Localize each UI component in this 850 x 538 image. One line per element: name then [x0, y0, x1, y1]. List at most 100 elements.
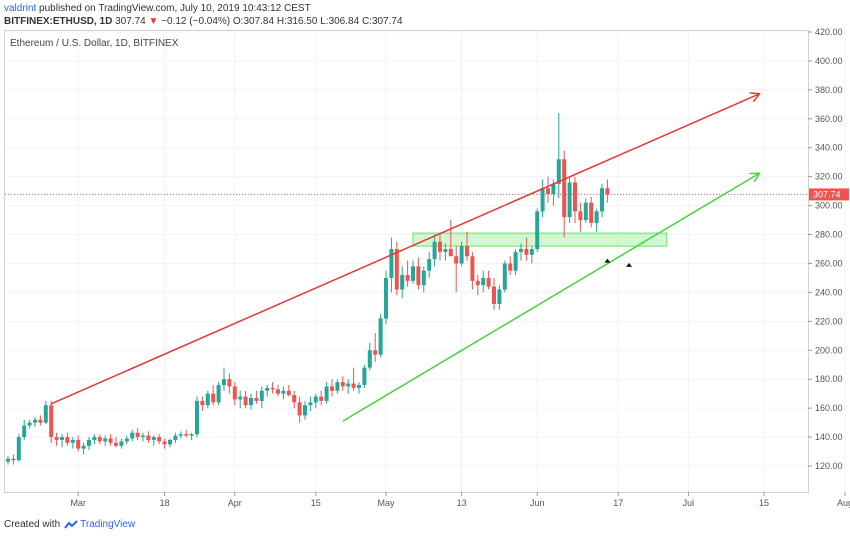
- candle-body: [162, 441, 167, 445]
- candle-body: [481, 277, 486, 286]
- low-value: 306.84: [328, 16, 360, 27]
- candle-body: [211, 393, 216, 403]
- candle-body: [168, 439, 172, 445]
- candle-body: [238, 396, 243, 400]
- candle-body: [567, 182, 572, 218]
- down-arrow-icon: ▼: [148, 16, 159, 27]
- tradingview-logo[interactable]: TradingView: [64, 519, 135, 530]
- candle-body: [589, 202, 594, 223]
- candle-body: [119, 441, 124, 446]
- y-tick-label: 280.00: [815, 230, 843, 240]
- candle-body: [367, 350, 372, 368]
- last-price: 307.74: [115, 16, 146, 27]
- candle-body: [249, 398, 253, 406]
- candle-body: [346, 383, 351, 387]
- candle-body: [443, 249, 448, 252]
- candle-body: [22, 425, 27, 438]
- candle-body: [497, 289, 502, 304]
- candle-body: [519, 249, 523, 252]
- triangle-marker: [604, 258, 611, 263]
- open-label: O:: [232, 16, 244, 27]
- candle-body: [49, 405, 54, 438]
- candle-body: [81, 445, 86, 449]
- y-tick-label: 140.00: [815, 432, 843, 442]
- y-tick-label: 200.00: [815, 345, 843, 355]
- y-tick-label: 320.00: [815, 172, 843, 182]
- candle-body: [562, 159, 567, 218]
- candle-body: [583, 202, 588, 221]
- candle-body: [97, 437, 102, 442]
- candle-body: [124, 438, 129, 442]
- candle-body: [33, 419, 37, 423]
- candle-body: [421, 270, 426, 286]
- candle-body: [524, 249, 529, 255]
- time-axis: Mar 18 Apr 15 May 13 Jun 17 Jul 15 Aug: [70, 492, 850, 508]
- candle-body: [243, 396, 248, 406]
- candle-body: [378, 318, 383, 355]
- candle-body: [605, 188, 610, 195]
- candle-body: [600, 188, 604, 212]
- candle-body: [502, 263, 507, 290]
- candle-body: [362, 367, 367, 385]
- candle-body: [438, 241, 442, 252]
- candle-body: [340, 382, 345, 387]
- close-label: C:: [361, 16, 372, 27]
- y-tick-label: 400.00: [815, 56, 843, 66]
- tradingview-brand: TradingView: [80, 519, 136, 530]
- candle-body: [60, 437, 64, 440]
- current-price-tag: [809, 188, 849, 201]
- candle-body: [508, 263, 513, 271]
- candle-body: [427, 259, 432, 271]
- candle-body: [232, 386, 237, 400]
- candle-body: [135, 432, 140, 438]
- candle-body: [578, 211, 583, 221]
- author-link[interactable]: valdrint: [4, 3, 37, 14]
- candle-body: [216, 384, 221, 403]
- x-tick-label: Aug: [837, 498, 850, 508]
- triangle-marker: [626, 262, 632, 267]
- candle-body: [281, 390, 286, 394]
- low-label: L:: [320, 16, 329, 27]
- candle-body: [265, 387, 270, 391]
- candle-body: [330, 386, 334, 391]
- candle-body: [475, 280, 480, 286]
- publish-info: valdrint published on TradingView.com, J…: [4, 3, 311, 14]
- candle-body: [551, 183, 556, 195]
- y-tick-label: 160.00: [815, 403, 843, 413]
- candle-body: [27, 422, 32, 426]
- candle-body: [594, 211, 599, 223]
- candle-body: [130, 432, 135, 439]
- candle-body: [270, 387, 275, 390]
- y-tick-label: 300.00: [815, 201, 843, 211]
- y-tick-label: 120.00: [815, 461, 843, 471]
- candle-body: [357, 384, 361, 388]
- footer: Created with TradingView: [4, 519, 135, 530]
- resistance-zone-box: [412, 232, 668, 247]
- x-tick-label: 13: [457, 498, 467, 508]
- candle-body: [454, 256, 459, 264]
- candle-body: [324, 386, 329, 401]
- candle-body: [308, 402, 313, 406]
- x-tick-label: Mar: [70, 498, 86, 508]
- high-value: 316.50: [286, 16, 318, 27]
- candle-body: [529, 249, 534, 255]
- publish-text: published on TradingView.com, July 10, 2…: [39, 3, 311, 14]
- candle-body: [400, 275, 405, 290]
- chart-frame[interactable]: [4, 30, 809, 493]
- candle-body: [254, 398, 259, 401]
- resistance-zone: [412, 232, 668, 247]
- candle-body: [16, 437, 21, 461]
- y-tick-label: 380.00: [815, 85, 843, 95]
- red-trendline: [50, 94, 758, 405]
- candle-body: [540, 188, 545, 212]
- x-tick-label: Apr: [228, 498, 242, 508]
- symbol-label: BITFINEX:ETHUSD, 1D: [4, 16, 113, 27]
- price-axis: 120.00 140.00 160.00 180.00 200.00 220.00 240.…: [808, 27, 849, 471]
- candle-body: [573, 182, 577, 212]
- current-price-label: 307.74: [813, 189, 841, 199]
- candle-body: [157, 437, 162, 442]
- y-tick-label: 220.00: [815, 316, 843, 326]
- candle-body: [556, 159, 561, 184]
- candle-body: [103, 438, 108, 442]
